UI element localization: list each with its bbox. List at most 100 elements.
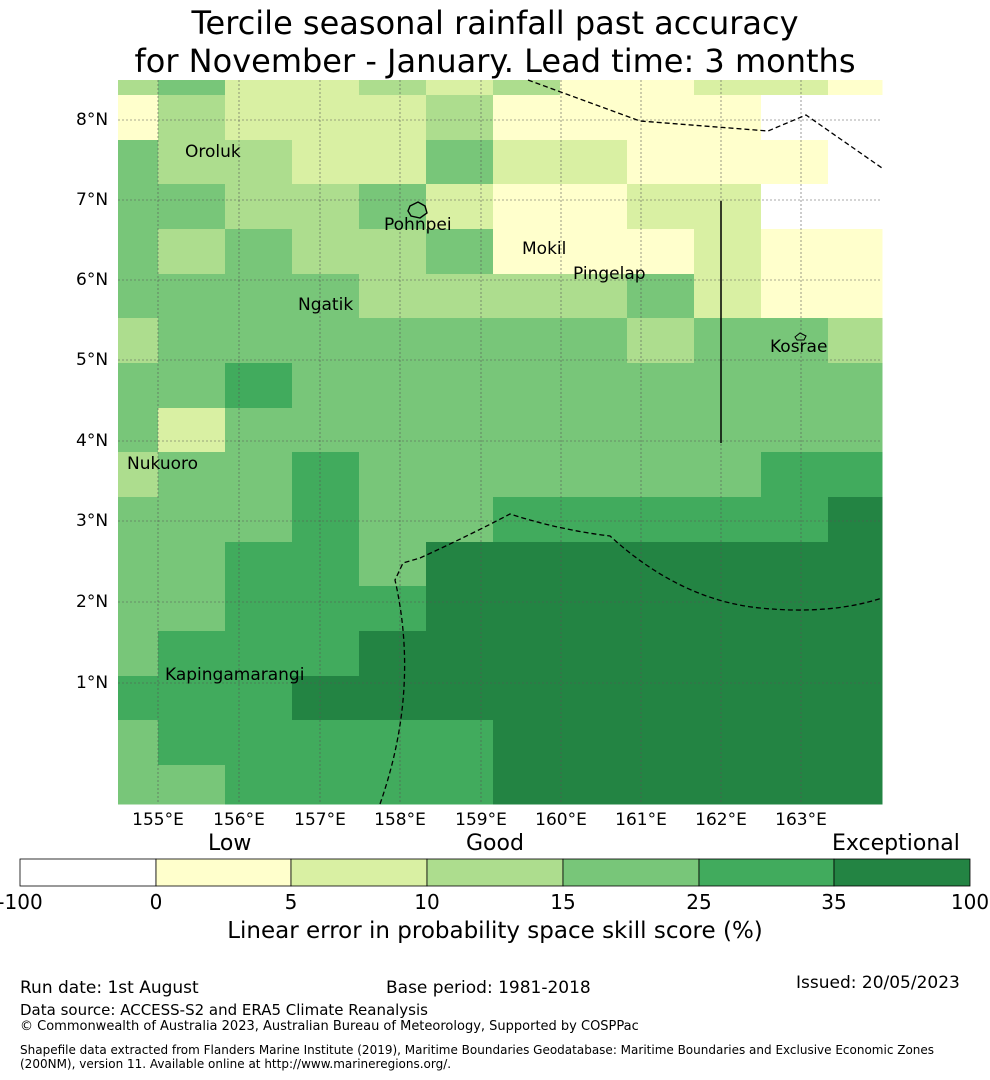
- grid-cell: [292, 274, 360, 319]
- grid-cell: [118, 765, 159, 805]
- grid-cell: [761, 184, 829, 230]
- grid-cell: [225, 720, 293, 766]
- shapefile-credit-line-2: (200NM), version 11. Available online at…: [20, 1057, 452, 1071]
- grid-cell: [225, 95, 293, 141]
- grid-cell: [627, 765, 695, 805]
- grid-cell: [627, 363, 695, 409]
- grid-cell: [158, 765, 226, 805]
- grid-cell: [761, 140, 829, 185]
- grid-cell: [828, 676, 883, 721]
- colorbar-segment: [426, 858, 564, 887]
- grid-cell: [158, 452, 226, 498]
- grid-cell: [426, 184, 494, 230]
- place-label-nukuoro: Nukuoro: [127, 454, 199, 474]
- grid-cell: [493, 318, 561, 364]
- grid-cell: [627, 452, 695, 498]
- grid-cell: [694, 497, 762, 543]
- grid-cell: [426, 765, 494, 805]
- base-period: Base period: 1981-2018: [386, 978, 591, 998]
- grid-cell: [493, 184, 561, 230]
- colorbar-segment: [562, 858, 700, 887]
- colorbar-tick-0: 0: [149, 890, 163, 914]
- grid-cell: [560, 631, 628, 677]
- grid-cell: [292, 229, 360, 275]
- grid-cell: [225, 408, 293, 453]
- grid-cell: [493, 408, 561, 453]
- grid-cell: [761, 676, 829, 721]
- lon-tick-163e: 163°E: [775, 810, 827, 830]
- grid-cell: [828, 631, 883, 677]
- grid-cell: [694, 542, 762, 587]
- grid-cell: [493, 586, 561, 632]
- grid-cell: [292, 676, 360, 721]
- grid-cell: [560, 184, 628, 230]
- grid-cell: [560, 765, 628, 805]
- data-source: Data source: ACCESS-S2 and ERA5 Climate …: [20, 1001, 428, 1019]
- grid-cell: [359, 140, 427, 185]
- grid-cell: [158, 274, 226, 319]
- grid-cell: [426, 542, 494, 587]
- grid-cell: [359, 676, 427, 721]
- grid-cell: [493, 452, 561, 498]
- grid-cell: [761, 274, 829, 319]
- grid-cell: [426, 408, 494, 453]
- grid-cell: [426, 363, 494, 409]
- grid-cell: [118, 542, 159, 587]
- grid-cell: [761, 765, 829, 805]
- grid-cell: [426, 274, 494, 319]
- grid-cell: [694, 229, 762, 275]
- grid-cell: [118, 720, 159, 766]
- grid-cell: [158, 586, 226, 632]
- grid-cell: [560, 497, 628, 543]
- grid-cell: [627, 497, 695, 543]
- issued-date: Issued: 20/05/2023: [796, 973, 960, 993]
- grid-cell: [225, 184, 293, 230]
- grid-cell: [359, 720, 427, 766]
- lat-tick-5n: 5°N: [76, 350, 109, 370]
- grid-cell: [158, 631, 226, 677]
- grid-cell: [118, 408, 159, 453]
- grid-cell: [158, 318, 226, 364]
- grid-cell: [359, 542, 427, 587]
- grid-cell: [225, 631, 293, 677]
- grid-cell: [493, 274, 561, 319]
- grid-cell: [158, 229, 226, 275]
- colorbar-segment: [19, 858, 157, 887]
- title-line-1: Tercile seasonal rainfall past accuracy: [191, 4, 799, 42]
- grid-cell: [493, 765, 561, 805]
- grid-cell: [292, 184, 360, 230]
- grid-cell: [761, 229, 829, 275]
- grid-cell: [426, 586, 494, 632]
- place-label-kosrae: Kosrae: [770, 337, 828, 357]
- grid-cell: [292, 631, 360, 677]
- grid-cell: [118, 497, 159, 543]
- grid-cell: [694, 765, 762, 805]
- grid-cell: [292, 586, 360, 632]
- grid-cell: [828, 408, 883, 453]
- lat-tick-1n: 1°N: [76, 673, 109, 693]
- grid-cell: [761, 363, 829, 409]
- grid-cell: [694, 631, 762, 677]
- grid-cell: [292, 497, 360, 543]
- grid-cell: [493, 140, 561, 185]
- place-label-pohnpei: Pohnpei: [384, 215, 452, 235]
- grid-cell: [225, 497, 293, 543]
- grid-cell: [694, 586, 762, 632]
- grid-cell: [694, 140, 762, 185]
- grid-cell: [694, 184, 762, 230]
- grid-cell: [828, 184, 883, 230]
- grid-cell: [225, 452, 293, 498]
- grid-cell: [359, 631, 427, 677]
- grid-cell: [225, 318, 293, 364]
- grid-cell: [828, 720, 883, 766]
- grid-cell: [627, 676, 695, 721]
- lat-tick-4n: 4°N: [76, 431, 109, 451]
- lat-tick-2n: 2°N: [76, 592, 109, 612]
- grid-cell: [761, 408, 829, 453]
- grid-cell: [761, 95, 829, 141]
- grid-cell: [359, 497, 427, 543]
- grid-cell: [426, 631, 494, 677]
- grid-cell: [694, 408, 762, 453]
- grid-cell: [359, 318, 427, 364]
- kosrae-island-outline: [794, 332, 807, 341]
